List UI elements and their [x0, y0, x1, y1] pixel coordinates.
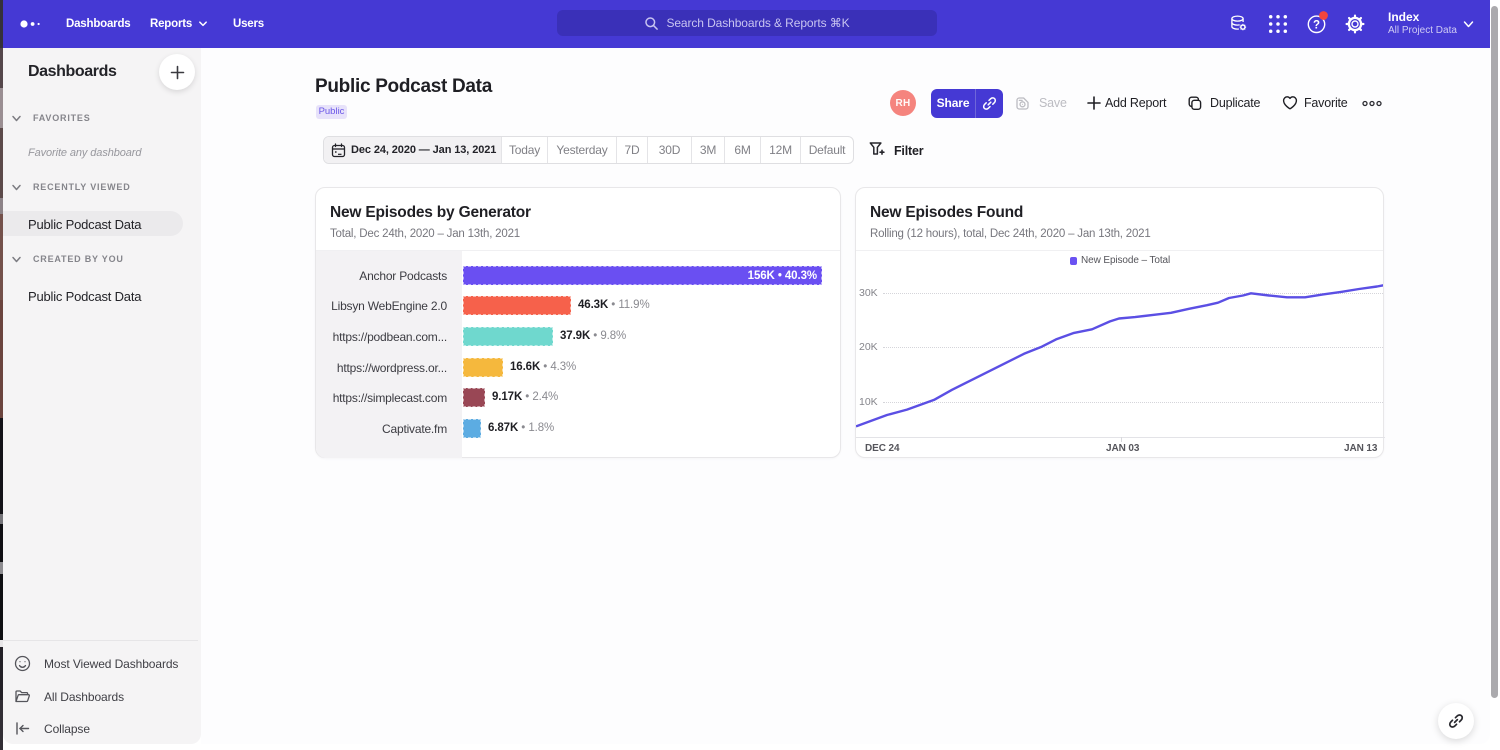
svg-text:?: ? — [1313, 20, 1320, 32]
